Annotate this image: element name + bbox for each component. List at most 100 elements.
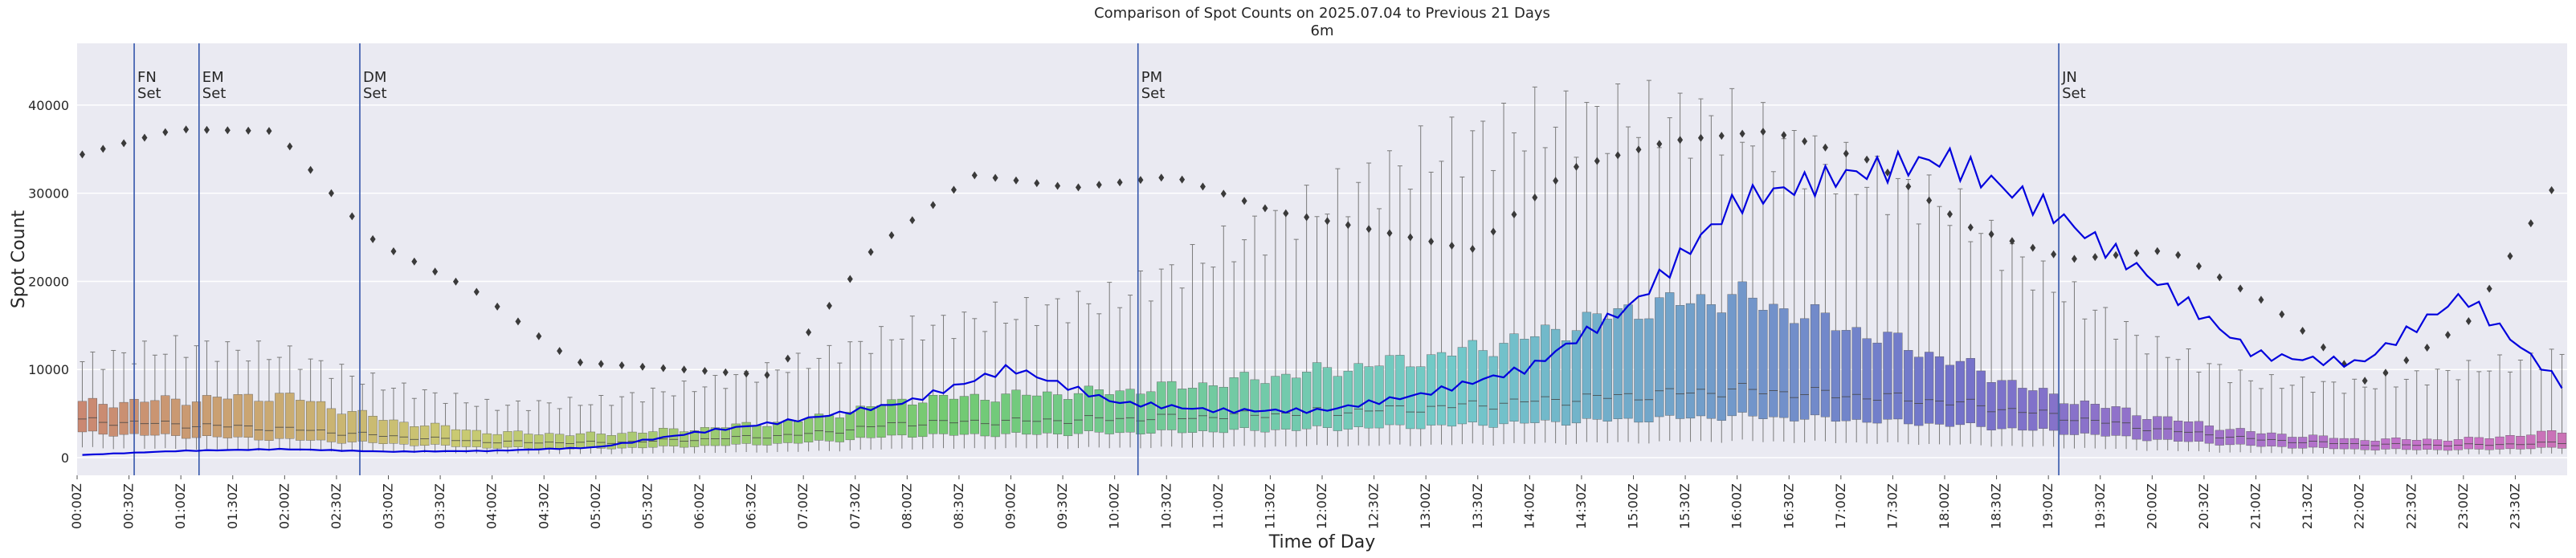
box	[1208, 385, 1218, 433]
outlier-point	[536, 332, 542, 340]
outlier-point	[2030, 243, 2036, 252]
box	[2474, 437, 2484, 450]
box	[1125, 389, 1135, 433]
x-tick-label: 20:30Z	[2196, 483, 2211, 529]
outlier-series	[79, 125, 2555, 385]
box	[2039, 388, 2048, 429]
outlier-point	[1179, 175, 1186, 184]
box	[431, 422, 440, 445]
box	[1790, 323, 1799, 422]
event-line-label: Set	[202, 85, 227, 102]
box	[741, 422, 751, 444]
box	[700, 427, 710, 446]
outlier-point	[950, 185, 957, 194]
outlier-point	[79, 150, 85, 159]
box	[326, 408, 337, 442]
box	[306, 401, 316, 441]
outlier-point	[1905, 182, 1912, 191]
box	[1530, 336, 1540, 423]
event-line-label: Set	[2062, 85, 2086, 102]
box	[202, 395, 212, 437]
outlier-point	[847, 275, 853, 283]
event-line-label: JN	[2061, 69, 2077, 86]
box	[669, 428, 679, 446]
outlier-point	[452, 277, 459, 286]
box	[410, 426, 419, 446]
outlier-point	[971, 171, 978, 180]
box	[181, 405, 191, 439]
box	[887, 399, 896, 436]
outlier-point	[203, 125, 210, 134]
today-series-line	[82, 146, 2563, 456]
box	[461, 430, 472, 447]
outlier-point	[1864, 155, 1870, 164]
outlier-point	[1158, 173, 1165, 182]
x-tick-label: 19:30Z	[2092, 483, 2108, 529]
outlier-point	[1407, 233, 1414, 242]
box	[1312, 362, 1322, 426]
box	[2080, 400, 2089, 434]
box	[1655, 297, 1664, 417]
x-tick-label: 23:30Z	[2507, 483, 2522, 529]
box	[492, 434, 502, 449]
box	[1799, 318, 1810, 420]
box	[1198, 382, 1208, 431]
outlier-point	[266, 127, 272, 136]
box	[275, 393, 284, 439]
box	[814, 413, 824, 441]
box	[990, 401, 1000, 438]
box	[2142, 419, 2152, 442]
box	[1426, 354, 1436, 426]
outlier-point	[287, 142, 293, 151]
box	[1644, 318, 1654, 422]
outlier-point	[515, 317, 521, 326]
x-tick-label: 01:00Z	[173, 483, 188, 529]
box	[1499, 343, 1508, 425]
box	[928, 395, 938, 434]
box	[420, 426, 430, 446]
outlier-point	[909, 216, 916, 225]
box	[1675, 305, 1685, 419]
box	[1478, 350, 1488, 426]
box	[1914, 356, 1924, 426]
outlier-point	[1884, 168, 1891, 177]
outlier-point	[701, 366, 708, 375]
outlier-point	[2113, 250, 2119, 259]
box	[794, 422, 803, 444]
box	[2059, 403, 2069, 435]
box	[150, 400, 160, 436]
outlier-point	[743, 369, 749, 378]
outlier-point	[639, 362, 646, 371]
box	[2537, 430, 2546, 448]
box	[1043, 391, 1052, 434]
chart-title: Comparison of Spot Counts on 2025.07.04 …	[1094, 5, 1550, 22]
outlier-point	[411, 257, 418, 266]
outlier-point	[1718, 132, 1725, 141]
box	[1904, 350, 1913, 425]
outlier-point	[349, 212, 355, 221]
outlier-point	[473, 287, 480, 296]
outlier-point	[1220, 189, 1227, 198]
box	[1924, 352, 1934, 424]
outlier-point	[1760, 127, 1766, 136]
box	[2121, 407, 2131, 437]
box	[1841, 330, 1851, 422]
x-tick-label: 06:30Z	[744, 483, 759, 529]
outlier-point	[390, 246, 397, 255]
box	[2069, 404, 2080, 435]
box	[1374, 365, 1384, 429]
box	[1810, 303, 1820, 416]
outlier-point	[2528, 219, 2534, 228]
outlier-point	[328, 189, 334, 198]
outlier-point	[1573, 162, 1579, 171]
box	[1292, 377, 1301, 431]
x-tick-label: 21:30Z	[2300, 483, 2315, 529]
outlier-point	[1366, 225, 1372, 234]
outlier-point	[1511, 210, 1517, 219]
x-tick-label: 11:30Z	[1262, 483, 1277, 529]
outlier-point	[1967, 223, 1974, 232]
box	[212, 397, 222, 438]
box	[2100, 408, 2110, 437]
box	[1343, 370, 1353, 430]
